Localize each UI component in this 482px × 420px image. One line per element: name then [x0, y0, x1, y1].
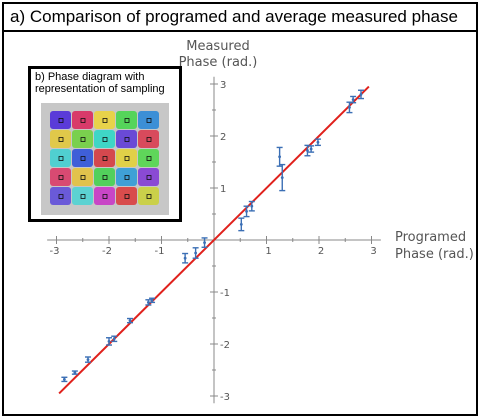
phase-cell [116, 130, 137, 148]
sampling-marker [58, 118, 64, 123]
data-point [359, 93, 363, 96]
phase-cell [72, 168, 93, 186]
phase-diagram-image [41, 103, 169, 215]
x-tick-label: -2 [102, 246, 112, 257]
data-point [203, 241, 206, 245]
x-tick-label: 3 [370, 246, 376, 257]
phase-diagram-inset: b) Phase diagram with representation of … [28, 66, 182, 222]
y-tick-label: -3 [220, 392, 230, 403]
data-point [309, 147, 313, 151]
sampling-marker [146, 156, 152, 161]
figure-frame: a) Comparison of programed and average m… [2, 2, 478, 416]
sampling-marker [146, 118, 152, 123]
sampling-marker [124, 137, 130, 142]
sampling-marker [102, 137, 108, 142]
x-axis-label-line2: Phase (rad.) [395, 247, 474, 262]
data-point [278, 155, 282, 159]
data-point [250, 204, 254, 208]
sampling-marker [102, 156, 108, 161]
phase-cell [116, 111, 137, 129]
phase-cell [94, 149, 115, 167]
phase-cell [50, 168, 71, 186]
inset-title: b) Phase diagram with representation of … [35, 71, 165, 95]
data-point [194, 251, 198, 255]
phase-cell [116, 168, 137, 186]
sampling-marker [124, 118, 130, 123]
phase-cell [50, 111, 71, 129]
data-point [183, 256, 187, 260]
phase-cell [138, 168, 159, 186]
data-point [306, 149, 309, 152]
y-tick-label: 1 [220, 184, 226, 195]
sampling-marker [80, 118, 86, 123]
sampling-marker [80, 175, 86, 180]
data-point [73, 371, 77, 374]
data-point [316, 140, 320, 144]
y-tick-label: -1 [220, 288, 230, 299]
sampling-marker [124, 156, 130, 161]
sampling-marker [80, 194, 86, 199]
x-axis-label-line1: Programed [395, 230, 466, 245]
sampling-marker [58, 194, 64, 199]
sampling-marker [58, 137, 64, 142]
phase-cell [138, 187, 159, 205]
sampling-marker [80, 156, 86, 161]
y-axis-label-line2: Phase (rad.) [179, 55, 258, 70]
phase-cell [138, 111, 159, 129]
phase-cell [50, 187, 71, 205]
fit-line [58, 85, 370, 395]
phase-cell [94, 187, 115, 205]
figure-title: a) Comparison of programed and average m… [10, 7, 458, 26]
phase-cell [138, 130, 159, 148]
data-point [351, 98, 355, 101]
sampling-marker [80, 137, 86, 142]
phase-cell [72, 187, 93, 205]
data-point [239, 223, 243, 226]
data-point [86, 358, 90, 361]
sampling-marker [102, 118, 108, 123]
x-tick-label: -3 [50, 246, 60, 257]
sampling-marker [124, 194, 130, 199]
phase-cell [50, 130, 71, 148]
x-tick-label: 1 [265, 246, 271, 257]
data-point [62, 377, 66, 381]
sampling-marker [58, 175, 64, 180]
sampling-marker [102, 175, 108, 180]
data-point [128, 319, 132, 322]
phase-cell [50, 149, 71, 167]
y-tick-label: 2 [220, 132, 226, 143]
y-axis-label-line1: Measured [186, 39, 250, 54]
phase-cell [116, 187, 137, 205]
data-point [245, 210, 248, 213]
data-point [348, 106, 351, 109]
x-tick-label: -1 [155, 246, 165, 257]
phase-cell [94, 130, 115, 148]
phase-cell [94, 168, 115, 186]
data-point [280, 176, 284, 180]
phase-cell [72, 130, 93, 148]
sampling-marker [58, 156, 64, 161]
phase-cell [72, 149, 93, 167]
sampling-marker [102, 194, 108, 199]
sampling-marker [146, 137, 152, 142]
sampling-marker [146, 175, 152, 180]
title-bar: a) Comparison of programed and average m… [4, 4, 476, 32]
x-tick-label: 2 [318, 246, 324, 257]
phase-cell [94, 111, 115, 129]
y-tick-label: -2 [220, 340, 230, 351]
phase-cell [116, 149, 137, 167]
data-point [150, 298, 154, 302]
sampling-marker [124, 175, 130, 180]
data-point [107, 340, 111, 343]
y-tick-label: 3 [220, 80, 226, 91]
data-point [112, 337, 116, 341]
phase-cell [138, 149, 159, 167]
phase-cell [72, 111, 93, 129]
sampling-marker [146, 194, 152, 199]
